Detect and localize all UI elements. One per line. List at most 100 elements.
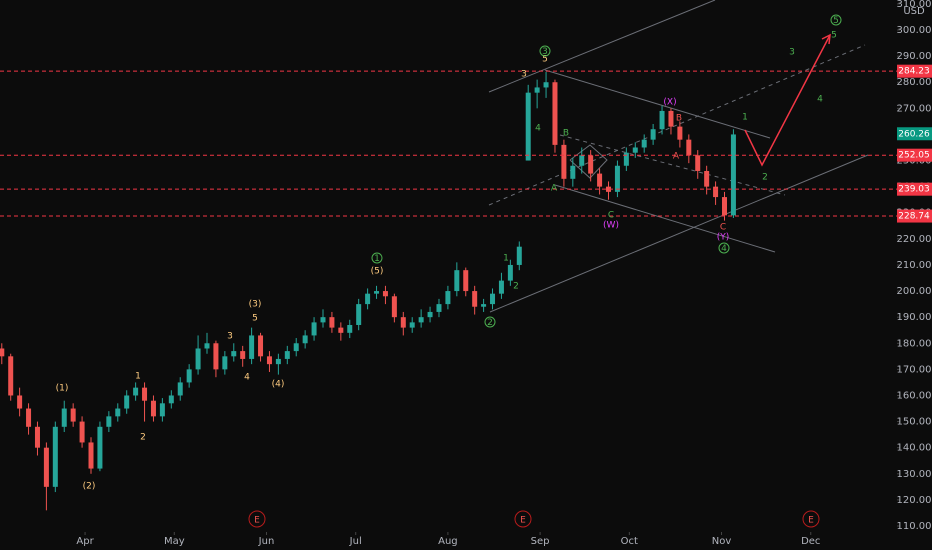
x-tick-label: Sep: [531, 536, 550, 547]
candle-body: [472, 291, 478, 307]
plot: [0, 70, 897, 511]
earnings-label: E: [808, 516, 814, 526]
wave-label: B: [563, 129, 569, 139]
candle-body: [722, 197, 727, 216]
candle-body: [695, 155, 701, 171]
y-tick-label: 200.00: [897, 286, 932, 297]
candle-body: [43, 447, 49, 487]
candle-body: [284, 351, 290, 359]
y-tick-label: 310.00: [897, 0, 932, 10]
wave-circle: [718, 242, 730, 254]
candle-body: [142, 387, 148, 401]
channel-line: [488, 0, 716, 93]
candle-body: [168, 395, 174, 404]
projection-path: [744, 34, 831, 167]
candle-body: [240, 351, 246, 359]
candle-body: [106, 416, 112, 427]
candle-body: [623, 152, 629, 166]
candle-body: [258, 335, 264, 357]
wave-label: B: [676, 114, 682, 124]
candle-body: [293, 343, 299, 352]
candle-body: [614, 165, 620, 192]
candle-body: [463, 270, 469, 292]
y-tick-label: 290.00: [897, 51, 932, 62]
last-price-label: 260.26: [898, 129, 930, 139]
wave-label: 3: [521, 70, 527, 80]
wave-label: (W): [603, 221, 619, 231]
x-tick-label: Aug: [438, 536, 458, 547]
candle-body: [222, 356, 228, 370]
candle-body: [516, 246, 522, 265]
candle-body: [659, 110, 665, 130]
y-tick-label: 130.00: [897, 469, 932, 480]
candle-body: [186, 369, 192, 383]
wave-label: 2: [140, 433, 146, 443]
candle-body: [338, 327, 344, 333]
candle-body: [534, 87, 540, 93]
candle-body: [266, 356, 272, 365]
wave-label: 5: [252, 314, 258, 324]
wave-label: (X): [663, 98, 676, 108]
candle-body: [668, 110, 674, 127]
candle-body: [124, 395, 130, 409]
candle-body: [133, 387, 139, 396]
y-tick-label: 220.00: [897, 234, 932, 245]
last-price-box: [897, 127, 932, 141]
candle-body: [115, 408, 121, 417]
earnings-label: E: [254, 516, 260, 526]
candle-body: [498, 280, 504, 294]
candle-body: [231, 351, 237, 357]
wave-label: 3: [227, 332, 233, 342]
wave-label: 5: [831, 31, 837, 41]
x-tick-label: Dec: [801, 536, 820, 547]
level-box: [897, 209, 932, 223]
wave-circle: [539, 45, 551, 57]
level-label: 252.05: [898, 151, 930, 161]
wave-circle: [371, 252, 383, 264]
wave-circle: [830, 14, 842, 26]
y-tick-label: 160.00: [897, 390, 932, 401]
candle-body: [481, 304, 487, 307]
candle-body: [525, 92, 531, 161]
candle-body: [320, 317, 326, 323]
arrow-head: [821, 33, 831, 45]
candle-body: [579, 155, 585, 166]
y-tick-label: 270.00: [897, 103, 932, 114]
wave-circle: [484, 316, 496, 328]
candle-body: [159, 403, 165, 417]
y-tick-label: 190.00: [897, 312, 932, 323]
candle-body: [347, 324, 353, 333]
candle-body: [52, 426, 58, 487]
candle-body: [17, 395, 23, 409]
drawings: [488, 0, 869, 313]
wave-label: A: [673, 152, 680, 162]
candle-body: [356, 304, 362, 325]
wave-label: (Y): [717, 233, 730, 243]
wave-label: 4: [817, 95, 823, 105]
wave-label: 1: [742, 113, 748, 123]
candle-body: [150, 400, 156, 417]
triangle: [569, 144, 608, 179]
wave-circled-label: 1: [374, 254, 380, 264]
candle-body: [275, 358, 281, 365]
candle-body: [561, 144, 567, 179]
candle-body: [704, 170, 710, 187]
wave-label: 4: [244, 373, 250, 383]
candle-body: [365, 293, 371, 305]
level-label: 228.74: [898, 212, 930, 222]
x-tick-label: Oct: [621, 536, 638, 547]
earnings-marker: [514, 510, 532, 528]
candle-body: [632, 147, 638, 153]
projection-arrow: [744, 33, 831, 167]
candle-body: [97, 426, 103, 469]
y-tick-label: 110.00: [897, 521, 932, 532]
wave-label: A: [551, 184, 558, 194]
wave-label: 1: [135, 372, 141, 382]
candle-body: [436, 304, 442, 312]
wave-label: (4): [272, 380, 285, 390]
wave-label: (5): [371, 267, 384, 277]
candle-body: [650, 129, 656, 140]
candle-body: [177, 382, 183, 396]
candle-body: [400, 317, 406, 328]
